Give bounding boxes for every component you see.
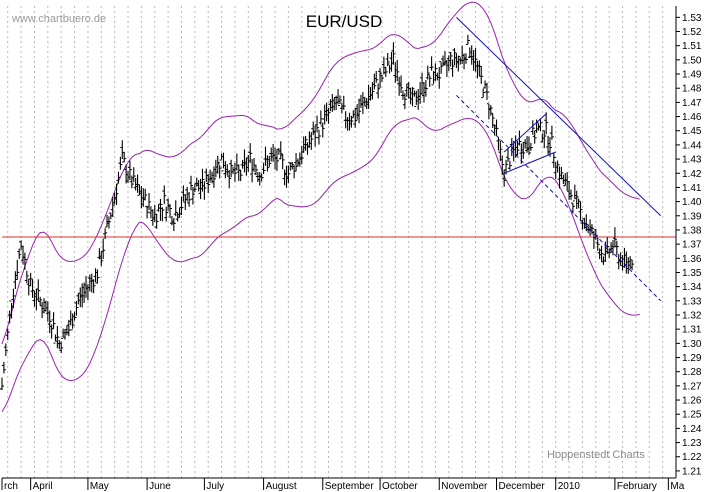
y-tick-label: 1.46 [682,112,702,123]
y-tick-label: 1.35 [682,268,702,279]
credit-label: Hoppenstedt Charts [547,449,645,461]
x-tick-label: June [149,481,171,492]
y-tick-label: 1.31 [682,325,702,336]
chart-title: EUR/USD [306,12,383,31]
y-tick-label: 1.32 [682,310,702,321]
x-tick-label: Ma [670,481,684,492]
trendlines [456,16,662,302]
y-tick-label: 1.23 [682,438,702,449]
ohlc-bars [0,34,635,391]
y-tick-label: 1.26 [682,396,702,407]
x-tick-label: February [617,481,657,492]
trendline [456,94,662,302]
y-tick-label: 1.22 [682,452,702,463]
y-tick-label: 1.27 [682,381,702,392]
y-tick-label: 1.42 [682,169,702,180]
x-tick-label: July [206,481,224,492]
y-tick-label: 1.21 [682,466,702,477]
x-tick-label: October [382,481,418,492]
x-tick-label: August [266,481,297,492]
y-tick-label: 1.43 [682,155,702,166]
y-tick-label: 1.47 [682,98,702,109]
y-tick-label: 1.24 [682,424,702,435]
y-tick-label: 1.41 [682,183,702,194]
x-tick-label: May [90,481,109,492]
y-tick-label: 1.52 [682,27,702,38]
x-axis-tick-labels: rch April May June July August September Octobe… [1,478,685,492]
y-tick-label: 1.40 [682,197,702,208]
y-tick-label: 1.34 [682,282,702,293]
x-tick-label: September [325,481,375,492]
lower-band [1,117,640,413]
y-tick-label: 1.33 [682,296,702,307]
y-tick-label: 1.45 [682,126,702,137]
y-tick-label: 1.51 [682,41,702,52]
x-tick-label: November [441,481,488,492]
y-tick-label: 1.25 [682,410,702,421]
upper-band [1,1,640,344]
x-tick-label: 2010 [558,481,581,492]
x-tick-label: April [33,481,53,492]
y-tick-label: 1.44 [682,140,702,151]
x-tick-label: rch [4,481,18,492]
trendline [503,113,547,153]
y-tick-label: 1.37 [682,240,702,251]
axes [2,6,677,479]
y-tick-label: 1.48 [682,84,702,95]
trendline [503,151,556,174]
y-tick-label: 1.53 [682,13,702,24]
y-tick-label: 1.38 [682,225,702,236]
watermark: www.chartbuero.de [11,13,106,25]
y-tick-label: 1.39 [682,211,702,222]
y-tick-label: 1.49 [682,70,702,81]
y-tick-label: 1.28 [682,367,702,378]
x-tick-label: December [499,481,546,492]
y-tick-label: 1.50 [682,55,702,66]
bollinger-bands [1,1,640,413]
y-tick-label: 1.36 [682,254,702,265]
trendline [456,16,662,217]
y-axis-tick-labels: 1.21 1.22 1.23 1.24 1.25 1.26 1.27 1.28 1.29 1.30… [676,13,702,477]
y-tick-label: 1.29 [682,353,702,364]
y-tick-label: 1.30 [682,339,702,350]
